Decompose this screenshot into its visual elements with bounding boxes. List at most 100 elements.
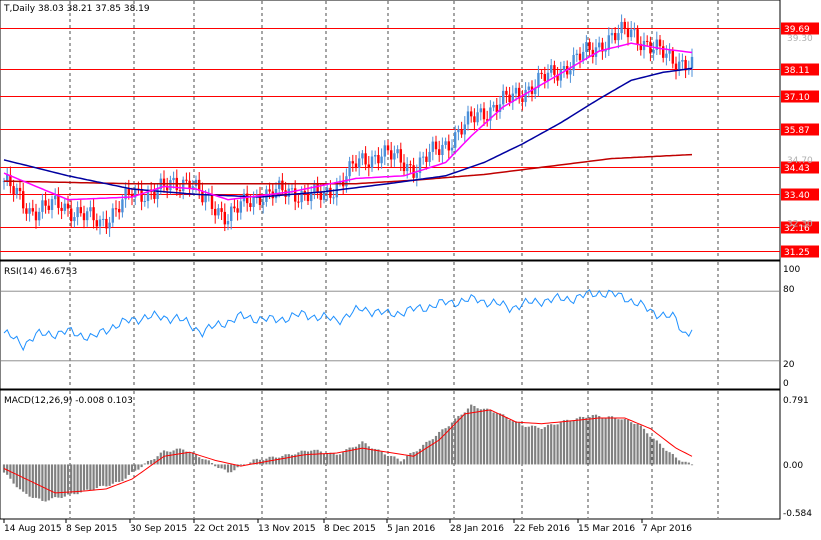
macd-bar [447, 426, 450, 465]
candle-body [66, 203, 70, 209]
candle-body [454, 132, 457, 148]
macd-bar [50, 464, 54, 499]
candle-body [450, 147, 454, 151]
candle-body [82, 213, 86, 221]
candle-body [585, 42, 588, 52]
candle-body [386, 145, 390, 151]
macd-bar [646, 433, 649, 465]
candle-body [678, 61, 681, 71]
rsi-scale-100: 100 [783, 265, 800, 275]
candle-body [38, 211, 41, 221]
candle-body [569, 70, 572, 75]
candle-body [495, 104, 498, 112]
macd-bar [399, 461, 402, 465]
candle-body [310, 193, 313, 202]
macd-bar [185, 451, 188, 465]
candle-body [476, 112, 479, 123]
macd-bar [425, 441, 428, 465]
candle-body [572, 55, 575, 71]
macd-bar [335, 454, 338, 465]
candle-body [594, 47, 598, 57]
macd-bar [626, 419, 630, 465]
candle-body [364, 153, 367, 165]
candle-body [162, 178, 166, 186]
candle-body [54, 195, 57, 200]
macd-bar [671, 453, 674, 465]
rsi-scale-80: 80 [783, 285, 795, 295]
macd-bar [649, 436, 652, 465]
candle-body [198, 179, 201, 191]
candle-body [114, 208, 118, 210]
macd-bar [594, 414, 598, 465]
macd-bar [422, 444, 425, 465]
candle-body [524, 89, 527, 103]
candle-body [550, 65, 553, 73]
macd-bar [588, 417, 591, 465]
candle-body [351, 161, 354, 164]
candle-body [297, 201, 300, 203]
candle-body [374, 154, 377, 157]
macd-bar [230, 464, 233, 473]
candle-body [646, 40, 649, 42]
rsi-line [3, 289, 693, 352]
candle-body [306, 192, 310, 202]
candle-body [300, 190, 303, 203]
macd-bar [358, 444, 361, 465]
candle-body [591, 49, 594, 57]
rsi-scale-0: 0 [783, 379, 789, 389]
macd-bar [41, 464, 44, 501]
macd-bar [226, 464, 230, 473]
candle-body [457, 129, 460, 133]
ma-mid-line [3, 67, 693, 198]
macd-bar [604, 417, 607, 465]
candle-body [204, 195, 207, 203]
candle-body [601, 42, 604, 52]
candle-body [332, 197, 335, 199]
macd-bar [95, 464, 98, 489]
level-label-box [781, 245, 819, 258]
macd-bar [642, 428, 646, 465]
macd-bar [614, 417, 617, 465]
macd-bar [82, 464, 86, 491]
rsi-panel[interactable]: RSI(14) 46.6753 100 80 20 0 [0, 260, 800, 390]
macd-bar [73, 464, 76, 495]
macd-bar [655, 440, 658, 465]
macd-bar [15, 464, 18, 488]
macd-bar [572, 420, 575, 465]
macd-bar [543, 427, 546, 465]
candle-body [76, 207, 79, 218]
candle-body [294, 188, 297, 202]
candle-body [470, 111, 473, 117]
macd-bar [310, 450, 313, 465]
candle-body [316, 183, 319, 192]
macd-bar [386, 456, 390, 465]
candle-body [290, 188, 294, 190]
macd-bar [684, 461, 687, 465]
candle-body [50, 199, 54, 210]
price-panel[interactable]: T,Daily 38.03 38.21 37.85 38.19 39.69 38.… [0, 0, 819, 261]
candle-body [153, 191, 156, 199]
candle-body [380, 156, 383, 164]
level-label: 35.87 [784, 126, 810, 136]
macd-bar [143, 463, 146, 465]
candle-body [655, 39, 658, 50]
macd-bar [406, 455, 409, 465]
level-label: 31.25 [784, 248, 810, 258]
candle-body [322, 192, 326, 200]
candle-body [354, 163, 358, 168]
macd-bar [239, 464, 242, 466]
candle-body [508, 94, 511, 103]
macd-bar [591, 415, 594, 465]
macd-bar [514, 421, 518, 465]
macd-panel[interactable]: MACD(12,26,9) -0.008 0.103 0.791 0.00 -0… [0, 389, 812, 520]
macd-bar [287, 454, 290, 465]
candle-body [329, 187, 332, 198]
candle-body [559, 69, 562, 81]
macd-bar [470, 404, 473, 465]
macd-bar [476, 408, 479, 465]
macd-bar [630, 422, 633, 465]
candle-body [118, 208, 121, 213]
macd-bar [361, 441, 364, 465]
